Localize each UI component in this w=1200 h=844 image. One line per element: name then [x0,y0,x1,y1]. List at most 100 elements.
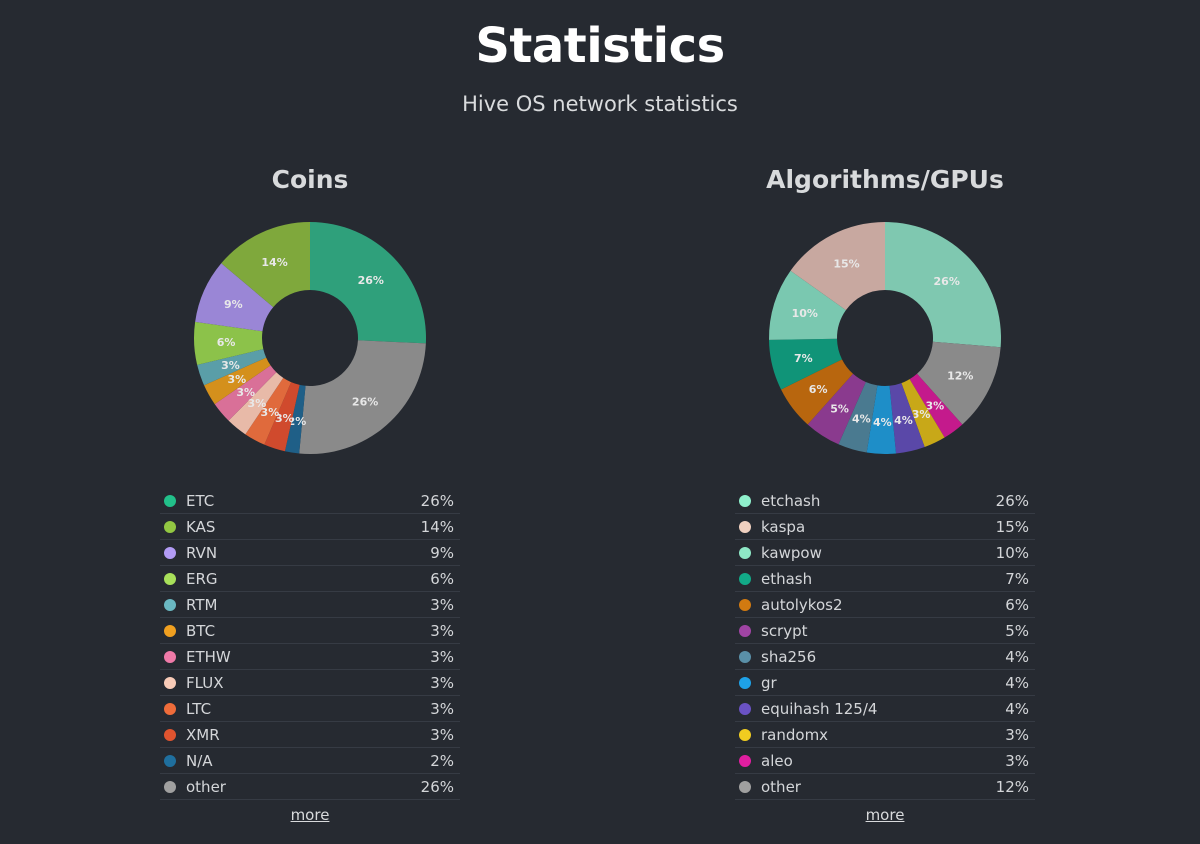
slice-label: 26% [934,275,960,288]
legend-swatch [164,754,176,767]
legend-label: N/A [186,751,213,770]
legend-swatch [739,572,751,585]
legend-label: sha256 [761,647,817,666]
slice-label: 3% [248,397,267,410]
legend-label: other [761,777,801,796]
legend-swatch [739,598,751,611]
legend-value: 26% [420,777,454,796]
legend-row: ethash 7% [735,566,1035,592]
slice-aleo[interactable] [909,373,963,438]
legend-swatch [739,650,751,663]
algorithms-panel: Algorithms/GPUs 26% 12% 3% 3% 4% 4% 4% 5% 6% 7% 10… [735,160,1035,824]
legend-value: 3% [430,621,454,640]
legend-value: 4% [1005,673,1029,692]
slice-ltc[interactable] [245,377,292,445]
legend-row: other 26% [160,774,460,800]
legend-label: equihash 125/4 [761,699,878,718]
legend-value: 2% [430,751,454,770]
legend-value: 12% [995,777,1029,796]
legend-row: RTM 3% [160,592,460,618]
legend-label: ethash [761,569,813,588]
legend-label: ETHW [186,647,231,666]
legend-swatch [739,728,751,741]
slice-label: 4% [873,416,892,429]
slice-randomx[interactable] [901,379,945,448]
legend-value: 3% [430,673,454,692]
legend-label: other [186,777,226,796]
page-subtitle: Hive OS network statistics [462,92,738,116]
legend-row: sha256 4% [735,644,1035,670]
slice-kaspa[interactable] [790,222,885,311]
slice-kawpow[interactable] [769,270,846,340]
legend-label: aleo [761,751,793,770]
slice-label: 3% [261,406,280,419]
legend-value: 3% [1005,725,1029,744]
legend-swatch [739,546,751,559]
slice-btc[interactable] [204,357,271,405]
algorithms-legend: etchash 26% kaspa 15% kawpow 10% ethash 7% autol… [735,488,1035,800]
legend-swatch [164,702,176,715]
legend-row: N/A 2% [160,748,460,774]
slice-label: 2% [288,415,307,428]
slice-etchash[interactable] [885,222,1001,348]
slice-kas[interactable] [221,222,310,308]
slice-label: 3% [275,412,294,425]
algorithms-more-link[interactable]: more [865,806,905,824]
legend-value: 6% [430,569,454,588]
slice-label: 6% [809,383,828,396]
slice-scrypt[interactable] [807,373,866,445]
legend-row: aleo 3% [735,748,1035,774]
slice-label: 6% [217,336,236,349]
slice-erg[interactable] [194,321,264,365]
legend-swatch [164,572,176,585]
legend-swatch [739,676,751,689]
legend-swatch [739,624,751,637]
legend-row: LTC 3% [160,696,460,722]
slice-autolykos2[interactable] [781,359,853,425]
slice-rvn[interactable] [195,263,274,332]
legend-swatch [164,624,176,637]
coins-more-link[interactable]: more [290,806,330,824]
legend-value: 14% [420,517,454,536]
slice-label: 26% [358,274,384,287]
slice-ethash[interactable] [769,338,842,390]
legend-label: BTC [186,621,216,640]
slice-label: 10% [792,307,818,320]
legend-label: ERG [186,569,218,588]
legend-row: ETC 26% [160,488,460,514]
legend-row: kawpow 10% [735,540,1035,566]
slice-etc[interactable] [310,222,426,344]
legend-value: 3% [430,647,454,666]
legend-label: RVN [186,543,218,562]
slice-other[interactable] [299,340,426,454]
slice-flux[interactable] [228,372,284,435]
slice-gr[interactable] [866,385,897,454]
slice-ethw[interactable] [214,365,277,421]
slice-label: 26% [352,395,378,408]
legend-value: 7% [1005,569,1029,588]
slice-label: 3% [221,359,240,372]
slice-equihash-125-4[interactable] [889,383,925,454]
coins-panel: Coins 26% 26% 2% 3% 3% 3% 3% 3% 3% 6% 9% 14% ETC 26%… [160,160,460,824]
slice-sha256[interactable] [838,381,878,453]
legend-row: BTC 3% [160,618,460,644]
legend-label: gr [761,673,777,692]
legend-value: 10% [995,543,1029,562]
legend-swatch [164,598,176,611]
legend-value: 6% [1005,595,1029,614]
legend-row: equihash 125/4 4% [735,696,1035,722]
legend-swatch [739,754,751,767]
legend-label: RTM [186,595,218,614]
slice-xmr[interactable] [264,382,300,452]
legend-row: randomx 3% [735,722,1035,748]
legend-value: 9% [430,543,454,562]
legend-row: other 12% [735,774,1035,800]
slice-label: 3% [227,373,246,386]
legend-row: gr 4% [735,670,1035,696]
legend-value: 3% [430,725,454,744]
slice-rtm[interactable] [197,349,267,386]
legend-label: scrypt [761,621,808,640]
slice-n-a[interactable] [284,384,306,454]
slice-other[interactable] [917,341,1001,425]
legend-swatch [164,650,176,663]
